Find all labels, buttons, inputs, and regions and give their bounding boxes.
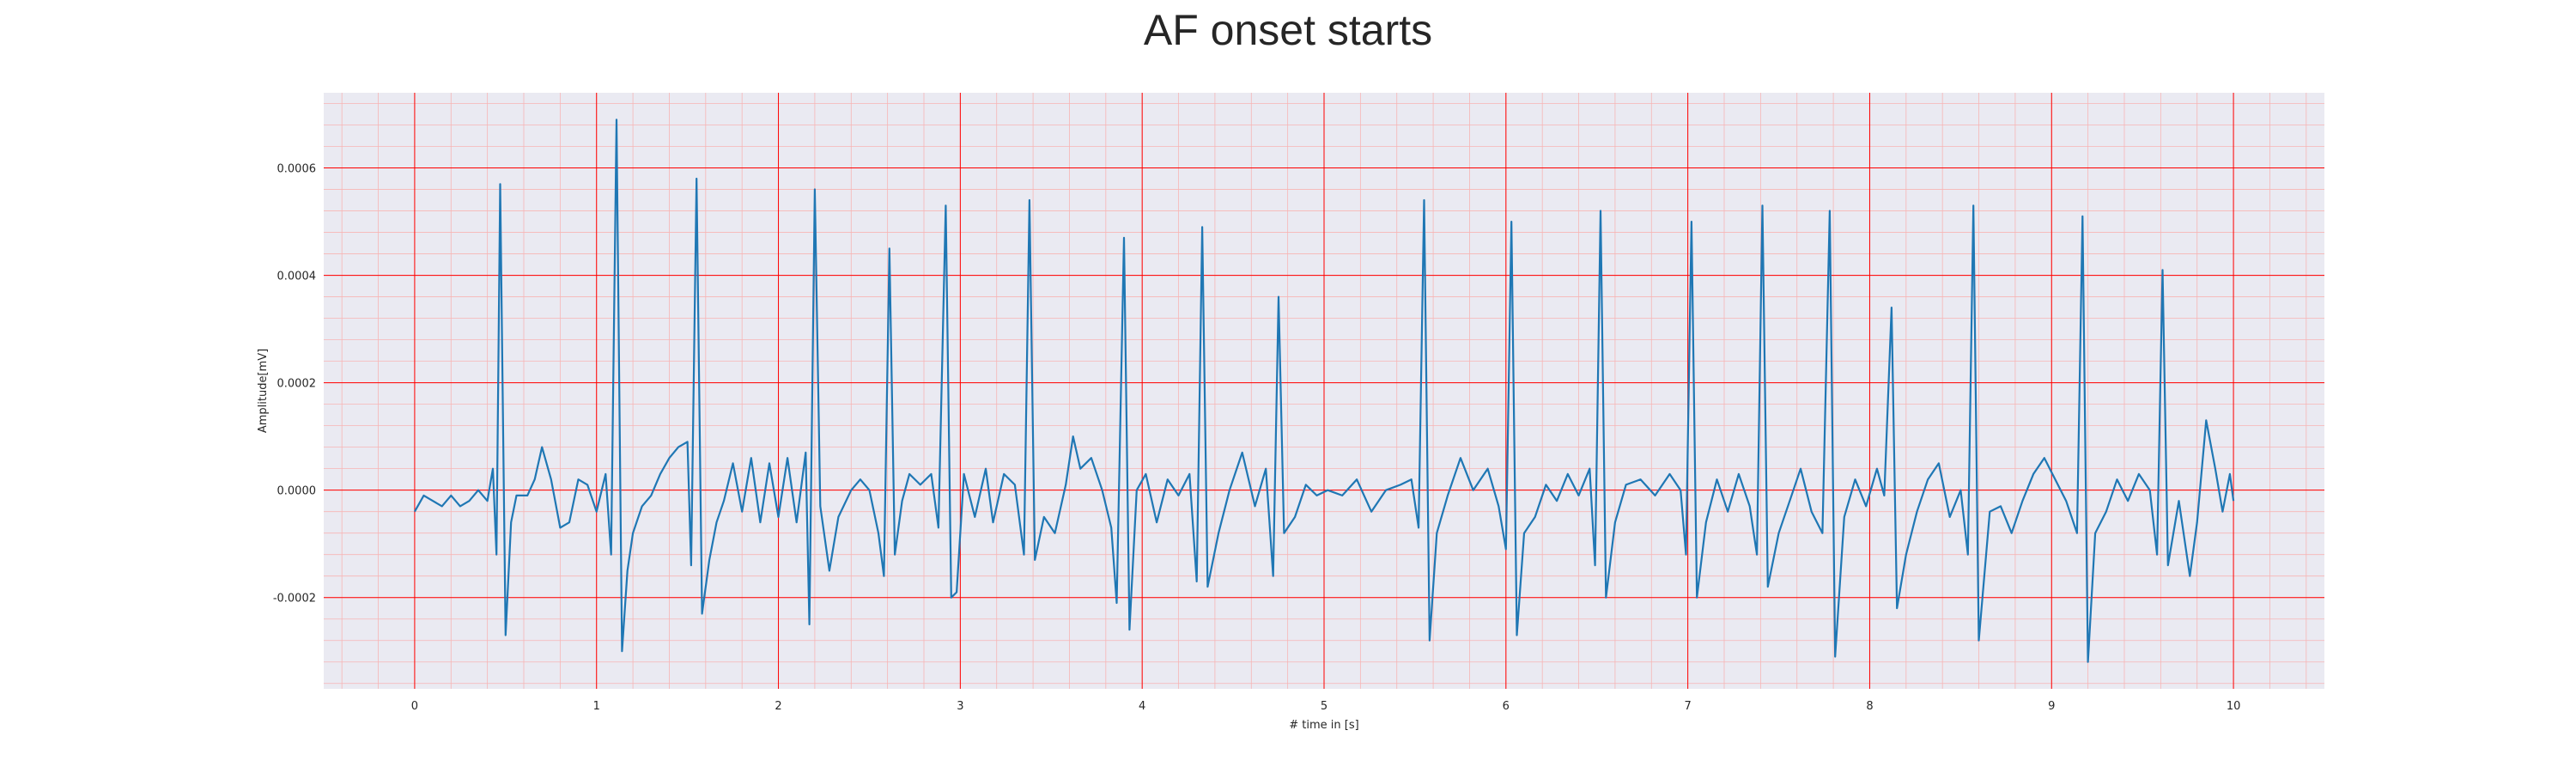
x-axis-label: # time in [s]	[1289, 719, 1358, 732]
x-tick-label: 9	[2048, 700, 2055, 713]
x-axis-ticks: 0 1 2 3 4 5 6 7 8 9 10	[411, 700, 2241, 713]
x-tick-label: 7	[1684, 700, 1691, 713]
y-tick-label: 0.0006	[277, 163, 317, 176]
x-tick-label: 8	[1866, 700, 1873, 713]
y-tick-label: -0.0002	[273, 593, 316, 606]
y-tick-label: 0.0004	[277, 271, 317, 283]
x-tick-label: 10	[2227, 700, 2241, 713]
major-grid	[324, 93, 2324, 689]
x-tick-label: 0	[411, 700, 418, 713]
y-tick-label: 0.0002	[277, 378, 317, 391]
y-tick-label: 0.0000	[277, 485, 317, 498]
chart-title: AF onset starts	[1143, 6, 1433, 54]
y-axis-ticks: -0.0002 0.0000 0.0002 0.0004 0.0006	[273, 163, 316, 606]
x-tick-label: 6	[1503, 700, 1510, 713]
x-tick-label: 2	[775, 700, 781, 713]
ecg-series-line	[413, 119, 2235, 663]
y-axis-label: Amplitude[mV]	[257, 349, 270, 433]
x-tick-label: 5	[1321, 700, 1327, 713]
x-tick-label: 1	[593, 700, 600, 713]
x-tick-label: 4	[1139, 700, 1145, 713]
x-tick-label: 3	[957, 700, 963, 713]
